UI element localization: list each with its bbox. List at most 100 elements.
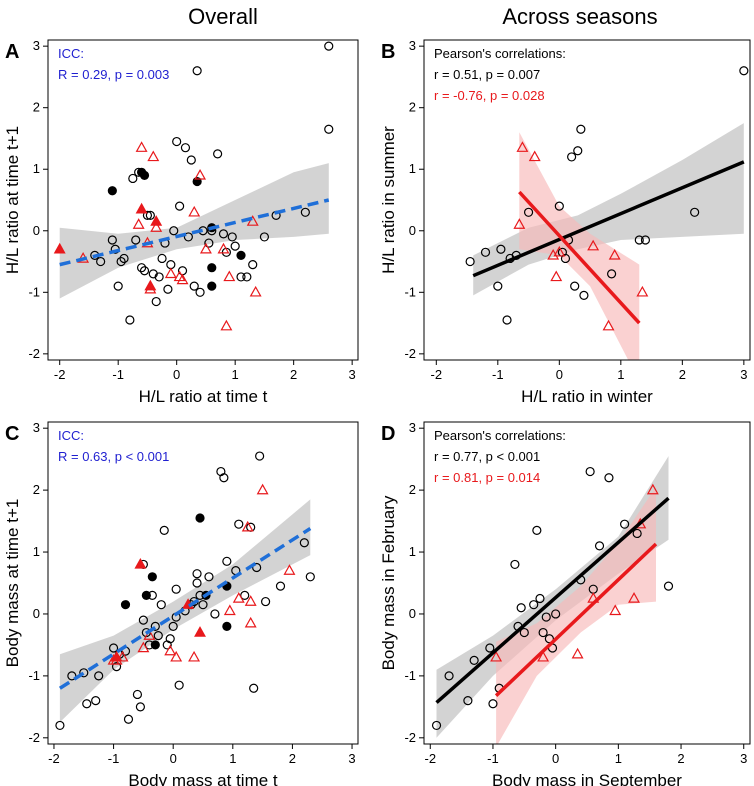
point-open-red bbox=[609, 604, 622, 616]
y-axis-label: Body mass at time t+1 bbox=[3, 499, 22, 668]
y-tick-label: 1 bbox=[409, 544, 416, 559]
annotation-text: ICC: bbox=[58, 428, 84, 443]
fit-line-red-fit bbox=[518, 190, 641, 325]
point-open-black bbox=[195, 287, 205, 297]
point-open-red bbox=[628, 592, 640, 603]
annotation-text: r = 0.77, p < 0.001 bbox=[434, 449, 540, 464]
point-open-black bbox=[431, 720, 442, 731]
point-open-black bbox=[204, 238, 214, 248]
panel-B: -2 -1 0 1 2 3 -2 -1 0 1 2 3 H/L ratio in winter H/L r… bbox=[379, 38, 751, 406]
point-open-black bbox=[119, 253, 129, 264]
point-open-black bbox=[142, 210, 153, 220]
point-open-black bbox=[153, 631, 163, 641]
y-tick-label: 3 bbox=[33, 38, 40, 53]
point-open-red bbox=[283, 564, 296, 575]
y-tick-label: -2 bbox=[28, 730, 40, 745]
point-open-black bbox=[463, 696, 473, 706]
point-open-black bbox=[594, 541, 605, 551]
point-open-black bbox=[573, 146, 583, 156]
panel-A: -2 -1 0 1 2 3 -2 -1 0 1 2 3 H/L ratio at time t H/L r… bbox=[3, 38, 359, 406]
point-open-red bbox=[244, 616, 257, 628]
x-axis-label: Body mass at time t bbox=[128, 771, 278, 786]
point-open-black bbox=[168, 621, 178, 631]
y-tick-label: -1 bbox=[404, 668, 416, 683]
point-open-red bbox=[223, 604, 236, 616]
y-tick-label: 2 bbox=[33, 100, 40, 115]
point-filled-red bbox=[150, 215, 163, 226]
point-filled-black bbox=[139, 170, 150, 180]
y-tick-label: -2 bbox=[404, 730, 416, 745]
confidence-band-red-fit bbox=[519, 132, 640, 360]
point-open-black bbox=[213, 149, 223, 159]
point-open-black bbox=[67, 671, 77, 681]
point-open-red bbox=[170, 650, 183, 662]
x-tick-label: 0 bbox=[173, 367, 180, 382]
point-filled-black bbox=[147, 572, 157, 582]
point-filled-black bbox=[222, 621, 232, 631]
point-open-black bbox=[135, 702, 146, 712]
point-open-black bbox=[541, 612, 551, 622]
point-open-black bbox=[576, 124, 586, 134]
point-open-black bbox=[230, 241, 240, 251]
x-tick-label: -1 bbox=[487, 751, 499, 766]
point-open-red bbox=[528, 150, 541, 162]
x-tick-label: -1 bbox=[112, 367, 124, 382]
point-open-black bbox=[175, 201, 185, 211]
point-open-red bbox=[571, 647, 584, 659]
annotation-text: r = -0.76, p = 0.028 bbox=[434, 88, 545, 103]
y-tick-label: 0 bbox=[33, 223, 40, 238]
point-open-red bbox=[516, 141, 529, 152]
point-open-black bbox=[604, 473, 614, 483]
point-open-red bbox=[587, 239, 600, 251]
point-open-black bbox=[248, 260, 258, 270]
point-open-black bbox=[123, 714, 134, 724]
point-open-black bbox=[94, 671, 104, 681]
panel-letter: B bbox=[381, 41, 395, 63]
point-filled-red bbox=[144, 279, 157, 291]
point-filled-black bbox=[141, 590, 151, 600]
y-tick-label: 2 bbox=[409, 482, 416, 497]
point-open-black bbox=[444, 671, 454, 681]
point-open-black bbox=[192, 66, 202, 76]
point-open-black bbox=[242, 272, 252, 282]
y-tick-label: -1 bbox=[28, 284, 40, 299]
panel-letter: A bbox=[5, 41, 19, 63]
y-tick-label: -1 bbox=[404, 284, 416, 299]
point-open-black bbox=[510, 559, 520, 570]
x-tick-label: 3 bbox=[349, 367, 356, 382]
point-open-black bbox=[529, 600, 539, 610]
point-open-red bbox=[116, 650, 129, 662]
point-open-red bbox=[550, 270, 563, 282]
point-open-black bbox=[218, 229, 229, 239]
point-open-black bbox=[496, 244, 506, 254]
point-open-black bbox=[640, 235, 651, 245]
point-open-black bbox=[222, 556, 232, 566]
point-open-black bbox=[79, 668, 89, 678]
point-open-black bbox=[252, 562, 262, 573]
point-open-black bbox=[107, 235, 117, 245]
x-tick-label: -1 bbox=[108, 751, 120, 766]
point-open-red bbox=[132, 218, 145, 229]
point-open-black bbox=[192, 569, 202, 579]
annotation-text: R = 0.29, p = 0.003 bbox=[58, 67, 169, 82]
point-open-black bbox=[219, 473, 229, 483]
annotation-text: Pearson's correlations: bbox=[434, 46, 566, 61]
x-tick-label: -2 bbox=[431, 367, 443, 382]
point-open-black bbox=[145, 210, 155, 220]
point-filled-black bbox=[107, 186, 117, 196]
annotation-text: R = 0.63, p < 0.001 bbox=[58, 449, 169, 464]
point-open-black bbox=[151, 296, 161, 307]
point-open-black bbox=[535, 593, 545, 604]
y-axis-label: H/L ratio at time t+1 bbox=[3, 126, 22, 274]
x-tick-label: 3 bbox=[740, 751, 747, 766]
point-open-black bbox=[82, 699, 92, 709]
x-tick-label: 2 bbox=[679, 367, 686, 382]
plot-frame bbox=[423, 421, 751, 745]
x-tick-label: 0 bbox=[552, 751, 559, 766]
point-filled-black bbox=[207, 281, 217, 291]
point-open-black bbox=[554, 201, 564, 211]
point-open-black bbox=[324, 41, 334, 51]
point-open-red bbox=[223, 270, 236, 282]
left-column-title: Overall bbox=[188, 4, 258, 29]
point-open-red bbox=[188, 650, 201, 662]
